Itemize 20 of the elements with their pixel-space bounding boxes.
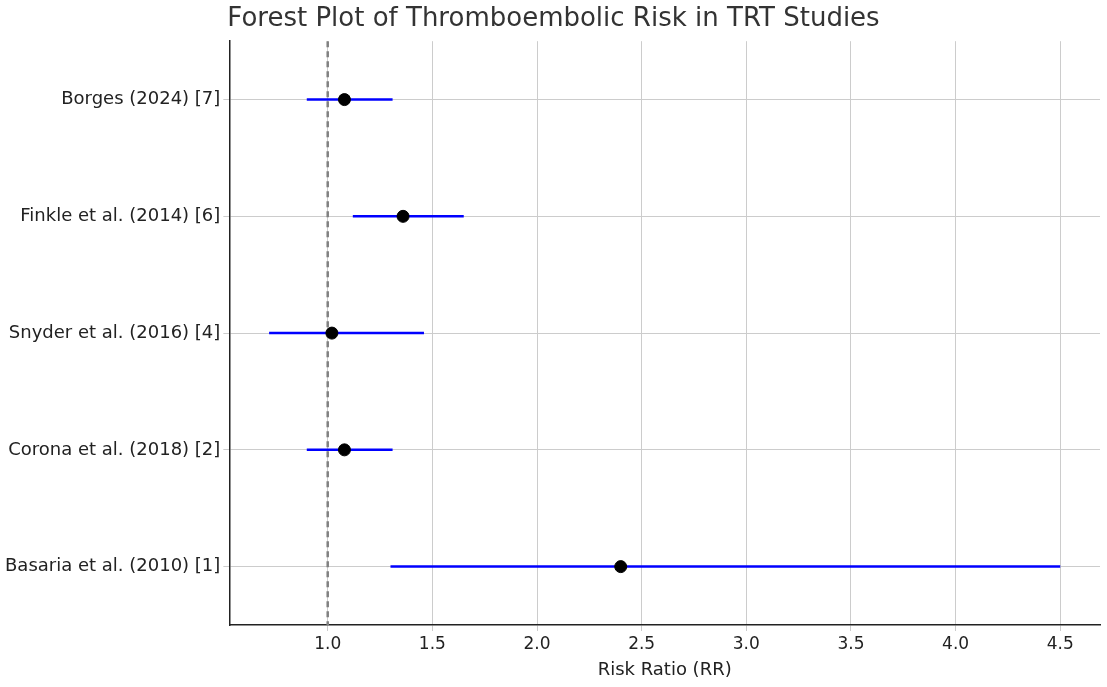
x-tick-label: 4.0 [942, 632, 970, 653]
x-tick-label: 1.0 [314, 632, 342, 653]
y-tick-label: Snyder et al. (2016) [4] [8, 320, 221, 342]
x-tick-label: 4.5 [1046, 632, 1074, 653]
y-tick-label: Basaria et al. (2010) [1] [5, 554, 221, 576]
x-tick-label: 3.5 [837, 632, 865, 653]
y-tick-label: Borges (2024) [7] [61, 87, 221, 109]
x-tick-label: 1.5 [418, 632, 446, 653]
y-tick-label: Corona et al. (2018) [2] [8, 437, 221, 459]
point [396, 209, 410, 223]
x-tick-label: 3.0 [732, 632, 760, 653]
chart-title: Forest Plot of Thromboembolic Risk in TRT Studies [227, 2, 880, 33]
point [337, 93, 351, 107]
point [614, 560, 628, 574]
point [337, 443, 351, 457]
x-axis-title: Risk Ratio (RR) [597, 657, 732, 679]
x-tick-label: 2.5 [628, 632, 656, 653]
point [325, 326, 339, 340]
y-tick-label: Finkle et al. (2014) [6] [20, 204, 221, 226]
x-tick-label: 2.0 [523, 632, 551, 653]
